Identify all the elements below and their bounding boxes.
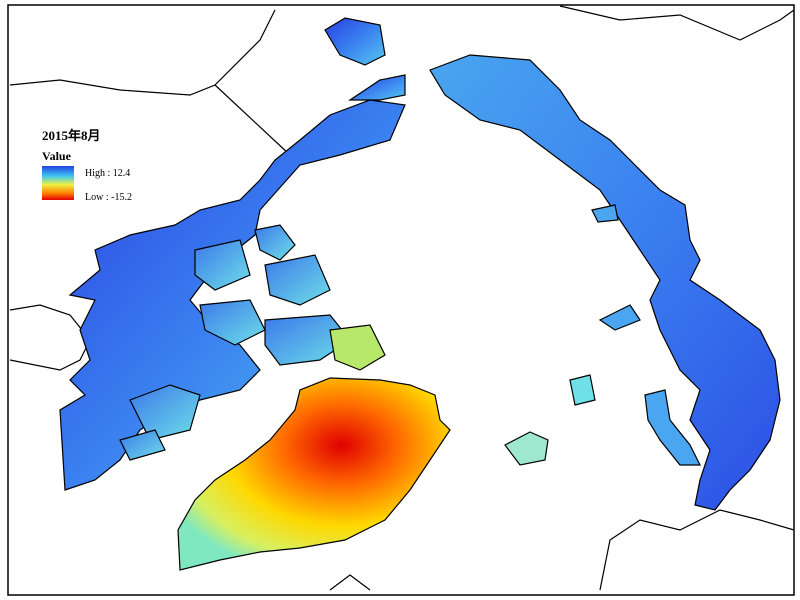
land-franz-josef xyxy=(598,304,641,331)
map-title: 2015年8月 xyxy=(42,128,101,143)
land-iceland xyxy=(504,431,549,466)
land-greenland xyxy=(177,377,451,571)
land-archipelago xyxy=(119,224,386,461)
land-severnaya xyxy=(591,204,619,223)
legend-title: Value xyxy=(42,149,72,163)
land-chukotka xyxy=(324,17,386,66)
legend-low: Low : -15.2 xyxy=(85,192,132,203)
land-svalbard xyxy=(569,374,596,406)
legend-gradient xyxy=(42,166,74,200)
land-north-america xyxy=(59,99,406,491)
legend-high: High : 12.4 xyxy=(85,168,130,179)
land-eurasia xyxy=(429,54,781,511)
land-novaya-zemlya xyxy=(644,389,701,466)
land-east-siberia-tip xyxy=(348,74,406,101)
coastlines xyxy=(9,5,795,591)
